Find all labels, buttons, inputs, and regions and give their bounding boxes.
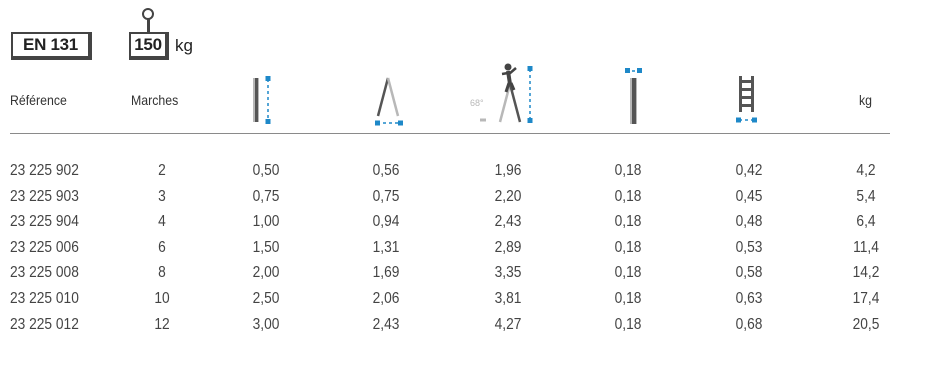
load-capacity-badge: 150 — [129, 32, 169, 60]
depth-cell: 0,18 — [614, 290, 642, 307]
working-height-cell: 4,27 — [494, 315, 522, 333]
height-cell: 3,00 — [252, 315, 280, 333]
step-spacing-cell: 0,63 — [735, 290, 763, 307]
table-row: 23 225 904 4 1,00 0,94 2,43 0,18 0,48 6,4 — [0, 212, 933, 232]
working-height-cell: 3,35 — [494, 264, 522, 282]
depth-cell: 0,18 — [614, 315, 642, 333]
weight-cell: 14,2 — [852, 264, 880, 282]
depth-cell: 0,18 — [614, 213, 642, 231]
steps-cell: 6 — [158, 238, 166, 256]
header-separator — [10, 133, 890, 134]
step-spacing-cell: 0,58 — [735, 264, 763, 282]
depth-icon — [625, 68, 642, 124]
step-spacing-cell: 0,42 — [735, 162, 763, 179]
weight-cell: 6,4 — [856, 213, 876, 231]
weight-cell: 20,5 — [852, 315, 880, 333]
table-row: 23 225 010 10 2,50 2,06 3,81 0,18 0,63 17,4 — [0, 289, 933, 309]
working-height-cell: 1,96 — [494, 162, 522, 179]
step-spacing-cell: 0,68 — [735, 315, 763, 333]
base-width-cell: 0,56 — [372, 162, 400, 179]
weight-cell: 5,4 — [856, 187, 876, 205]
reference-cell: 23 225 904 — [10, 213, 79, 231]
base-width-icon — [375, 77, 403, 126]
reference-cell: 23 225 012 — [10, 315, 79, 333]
table-row: 23 225 902 2 0,50 0,56 1,96 0,18 0,42 4,2 — [0, 161, 933, 181]
base-width-cell: 2,06 — [372, 290, 400, 307]
working-height-cell: 2,43 — [494, 213, 522, 231]
step-spacing-cell: 0,48 — [735, 213, 763, 231]
base-width-cell: 2,43 — [372, 315, 400, 333]
height-cell: 2,00 — [252, 264, 280, 282]
height-cell: 1,00 — [252, 213, 280, 231]
height-cell: 2,50 — [252, 290, 280, 307]
depth-cell: 0,18 — [614, 238, 642, 256]
depth-cell: 0,18 — [614, 264, 642, 282]
table-row: 23 225 008 8 2,00 1,69 3,35 0,18 0,58 14,2 — [0, 263, 933, 283]
base-width-cell: 0,75 — [372, 187, 400, 205]
reference-cell: 23 225 006 — [10, 238, 79, 256]
working-height-cell: 2,89 — [494, 238, 522, 256]
load-hook-stem — [146, 19, 150, 33]
height-cell: 1,50 — [252, 238, 280, 256]
steps-cell: 2 — [158, 162, 166, 179]
depth-cell: 0,18 — [614, 162, 642, 179]
reference-cell: 23 225 902 — [10, 162, 79, 179]
steps-cell: 8 — [158, 264, 166, 282]
base-width-cell: 0,94 — [372, 213, 400, 231]
steps-cell: 12 — [154, 315, 170, 333]
step-spacing-cell: 0,53 — [735, 238, 763, 256]
table-row: 23 225 012 12 3,00 2,43 4,27 0,18 0,68 20,5 — [0, 315, 933, 335]
angle-label: 68° — [470, 98, 484, 108]
table-row: 23 225 006 6 1,50 1,31 2,89 0,18 0,53 11,4 — [0, 238, 933, 258]
standard-badge: EN 131 — [11, 32, 92, 60]
steps-cell: 4 — [158, 213, 166, 231]
depth-cell: 0,18 — [614, 187, 642, 205]
working-height-cell: 3,81 — [494, 290, 522, 307]
steps-header: Marches — [131, 92, 179, 108]
step-spacing-cell: 0,45 — [735, 187, 763, 205]
load-unit-label: kg — [175, 36, 193, 55]
weight-cell: 4,2 — [856, 162, 876, 179]
base-width-cell: 1,69 — [372, 264, 400, 282]
height-icon — [253, 76, 271, 124]
weight-header: kg — [859, 92, 873, 108]
step-spacing-icon — [736, 76, 757, 123]
working-height-cell: 2,20 — [494, 187, 522, 205]
table-row: 23 225 903 3 0,75 0,75 2,20 0,18 0,45 5,4 — [0, 187, 933, 207]
reference-header: Référence — [10, 92, 67, 108]
steps-cell: 10 — [154, 290, 170, 307]
steps-cell: 3 — [158, 187, 166, 205]
height-cell: 0,75 — [252, 187, 280, 205]
base-width-cell: 1,31 — [372, 238, 400, 256]
reference-cell: 23 225 010 — [10, 290, 79, 307]
reference-cell: 23 225 903 — [10, 187, 79, 205]
weight-cell: 11,4 — [853, 238, 879, 256]
reference-cell: 23 225 008 — [10, 264, 79, 282]
weight-cell: 17,4 — [852, 290, 880, 307]
height-cell: 0,50 — [252, 162, 280, 179]
working-height-icon: 68° — [470, 63, 533, 123]
